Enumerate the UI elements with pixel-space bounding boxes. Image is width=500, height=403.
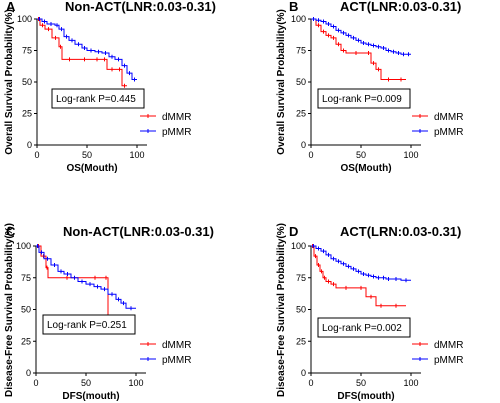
panel-b-legend-label-pmmr: pMMR (434, 127, 463, 138)
panel-c-pvalue-text: Log-rank P=0.251 (47, 320, 127, 331)
panel-b: B ACT(LNR:0.03-0.31) Overall Survival Prob… (276, 0, 463, 174)
panel-d-y-axis-label: Disease-Free Survival Probability(%) (276, 223, 287, 397)
panel-d-pvalue-text: Log-rank P=0.002 (322, 323, 402, 334)
panel-c-y-axis-label: Disease-Free Survival Probability(%) (4, 223, 15, 397)
panel-d-x-tick-label: 0 (308, 378, 313, 388)
panel-b-y-tick-label: 25 (296, 109, 306, 119)
panel-b-y-tick-label: 50 (296, 77, 306, 87)
panel-c: C Non-ACT(LNR:0.03-0.31) Disease-Free Surv… (4, 223, 214, 402)
panel-d-x-tick-label: 50 (356, 378, 366, 388)
panel-a-legend-label-pmmr: pMMR (162, 127, 191, 138)
panel-c-letter: C (6, 224, 16, 239)
panel-c-x-axis-label: DFS(mouth) (62, 391, 119, 402)
panel-b-pvalue-box (317, 88, 411, 109)
panel-c-curve-pmmr (36, 245, 136, 309)
panel-c-title: Non-ACT(LNR:0.03-0.31) (63, 224, 214, 239)
panel-b-y-axis-label: Overall Survival Probability(%) (276, 9, 287, 155)
panel-d-pvalue-box (317, 317, 411, 338)
panel-a-y-tick-label: 0 (27, 140, 32, 150)
panel-a-x-tick-label: 50 (82, 150, 92, 160)
panel-a-y-tick-label: 50 (22, 77, 32, 87)
panel-c-x-tick-label: 100 (128, 378, 143, 388)
panel-c-y-tick-label: 100 (16, 241, 31, 251)
panel-d-curve-pmmr (311, 245, 411, 281)
panel-d-curve-dmmr (311, 245, 406, 307)
panel-d-legend-label-pmmr: pMMR (434, 355, 463, 366)
panel-c-pvalue-box (42, 314, 136, 335)
panel-c-x-tick-label: 50 (81, 378, 91, 388)
panel-a-x-tick-label: 100 (129, 150, 144, 160)
panel-d-title: ACT(LRN:0.03-0.31) (340, 224, 461, 239)
panel-d-y-tick-label: 100 (291, 241, 306, 251)
panel-a: A Non-ACT(LNR:0.03-0.31) Overall Survival … (4, 0, 216, 174)
panel-b-curve-dmmr (311, 18, 406, 80)
panel-a-y-tick-label: 75 (22, 46, 32, 56)
panel-d-y-tick-label: 75 (296, 273, 306, 283)
panel-c-y-tick-label: 50 (21, 305, 31, 315)
panel-c-legend-label-pmmr: pMMR (162, 355, 191, 366)
panel-b-curve-pmmr (311, 18, 411, 55)
panel-a-y-tick-label: 100 (17, 14, 32, 24)
panel-a-pvalue-text: Log-rank P=0.445 (56, 94, 136, 105)
panel-b-y-tick-label: 0 (301, 140, 306, 150)
panel-a-pvalue-box (51, 88, 145, 109)
panel-b-title: ACT(LNR:0.03-0.31) (340, 0, 461, 14)
panel-b-x-tick-label: 100 (403, 150, 418, 160)
panel-a-title: Non-ACT(LNR:0.03-0.31) (65, 0, 216, 14)
panel-c-y-tick-label: 25 (21, 336, 31, 346)
panel-a-x-tick-label: 0 (34, 150, 39, 160)
panel-d-letter: D (289, 224, 298, 239)
panel-d-y-tick-label: 50 (296, 305, 306, 315)
panel-c-x-tick-label: 0 (33, 378, 38, 388)
panel-a-x-axis-label: OS(Mouth) (66, 163, 117, 174)
panel-c-y-tick-label: 75 (21, 273, 31, 283)
panel-b-pvalue-text: Log-rank P=0.009 (322, 94, 402, 105)
panel-d: D ACT(LRN:0.03-0.31) Disease-Free Survival… (276, 223, 463, 402)
panel-b-x-axis-label: OS(Mouth) (340, 163, 391, 174)
panel-a-curve-dmmr (37, 18, 127, 87)
panel-d-x-axis-label: DFS(mouth) (337, 391, 394, 402)
panel-d-y-tick-label: 25 (296, 336, 306, 346)
panel-b-y-tick-label: 100 (291, 14, 306, 24)
panel-c-legend-label-dmmr: dMMR (162, 340, 191, 351)
panel-b-x-tick-label: 0 (308, 150, 313, 160)
panel-d-legend-label-dmmr: dMMR (434, 340, 463, 351)
panel-c-y-tick-label: 0 (26, 368, 31, 378)
panel-a-y-tick-label: 25 (22, 109, 32, 119)
panel-d-x-tick-label: 100 (403, 378, 418, 388)
panel-b-letter: B (289, 0, 298, 14)
panel-b-legend-label-dmmr: dMMR (434, 112, 463, 123)
panel-a-letter: A (6, 0, 16, 14)
panel-b-y-tick-label: 75 (296, 46, 306, 56)
panel-a-y-axis-label: Overall Survival Probability(%) (4, 9, 15, 155)
panel-c-curve-dmmr (36, 245, 114, 327)
panel-a-legend-label-dmmr: dMMR (162, 112, 191, 123)
panel-d-y-tick-label: 0 (301, 368, 306, 378)
panel-b-x-tick-label: 50 (356, 150, 366, 160)
